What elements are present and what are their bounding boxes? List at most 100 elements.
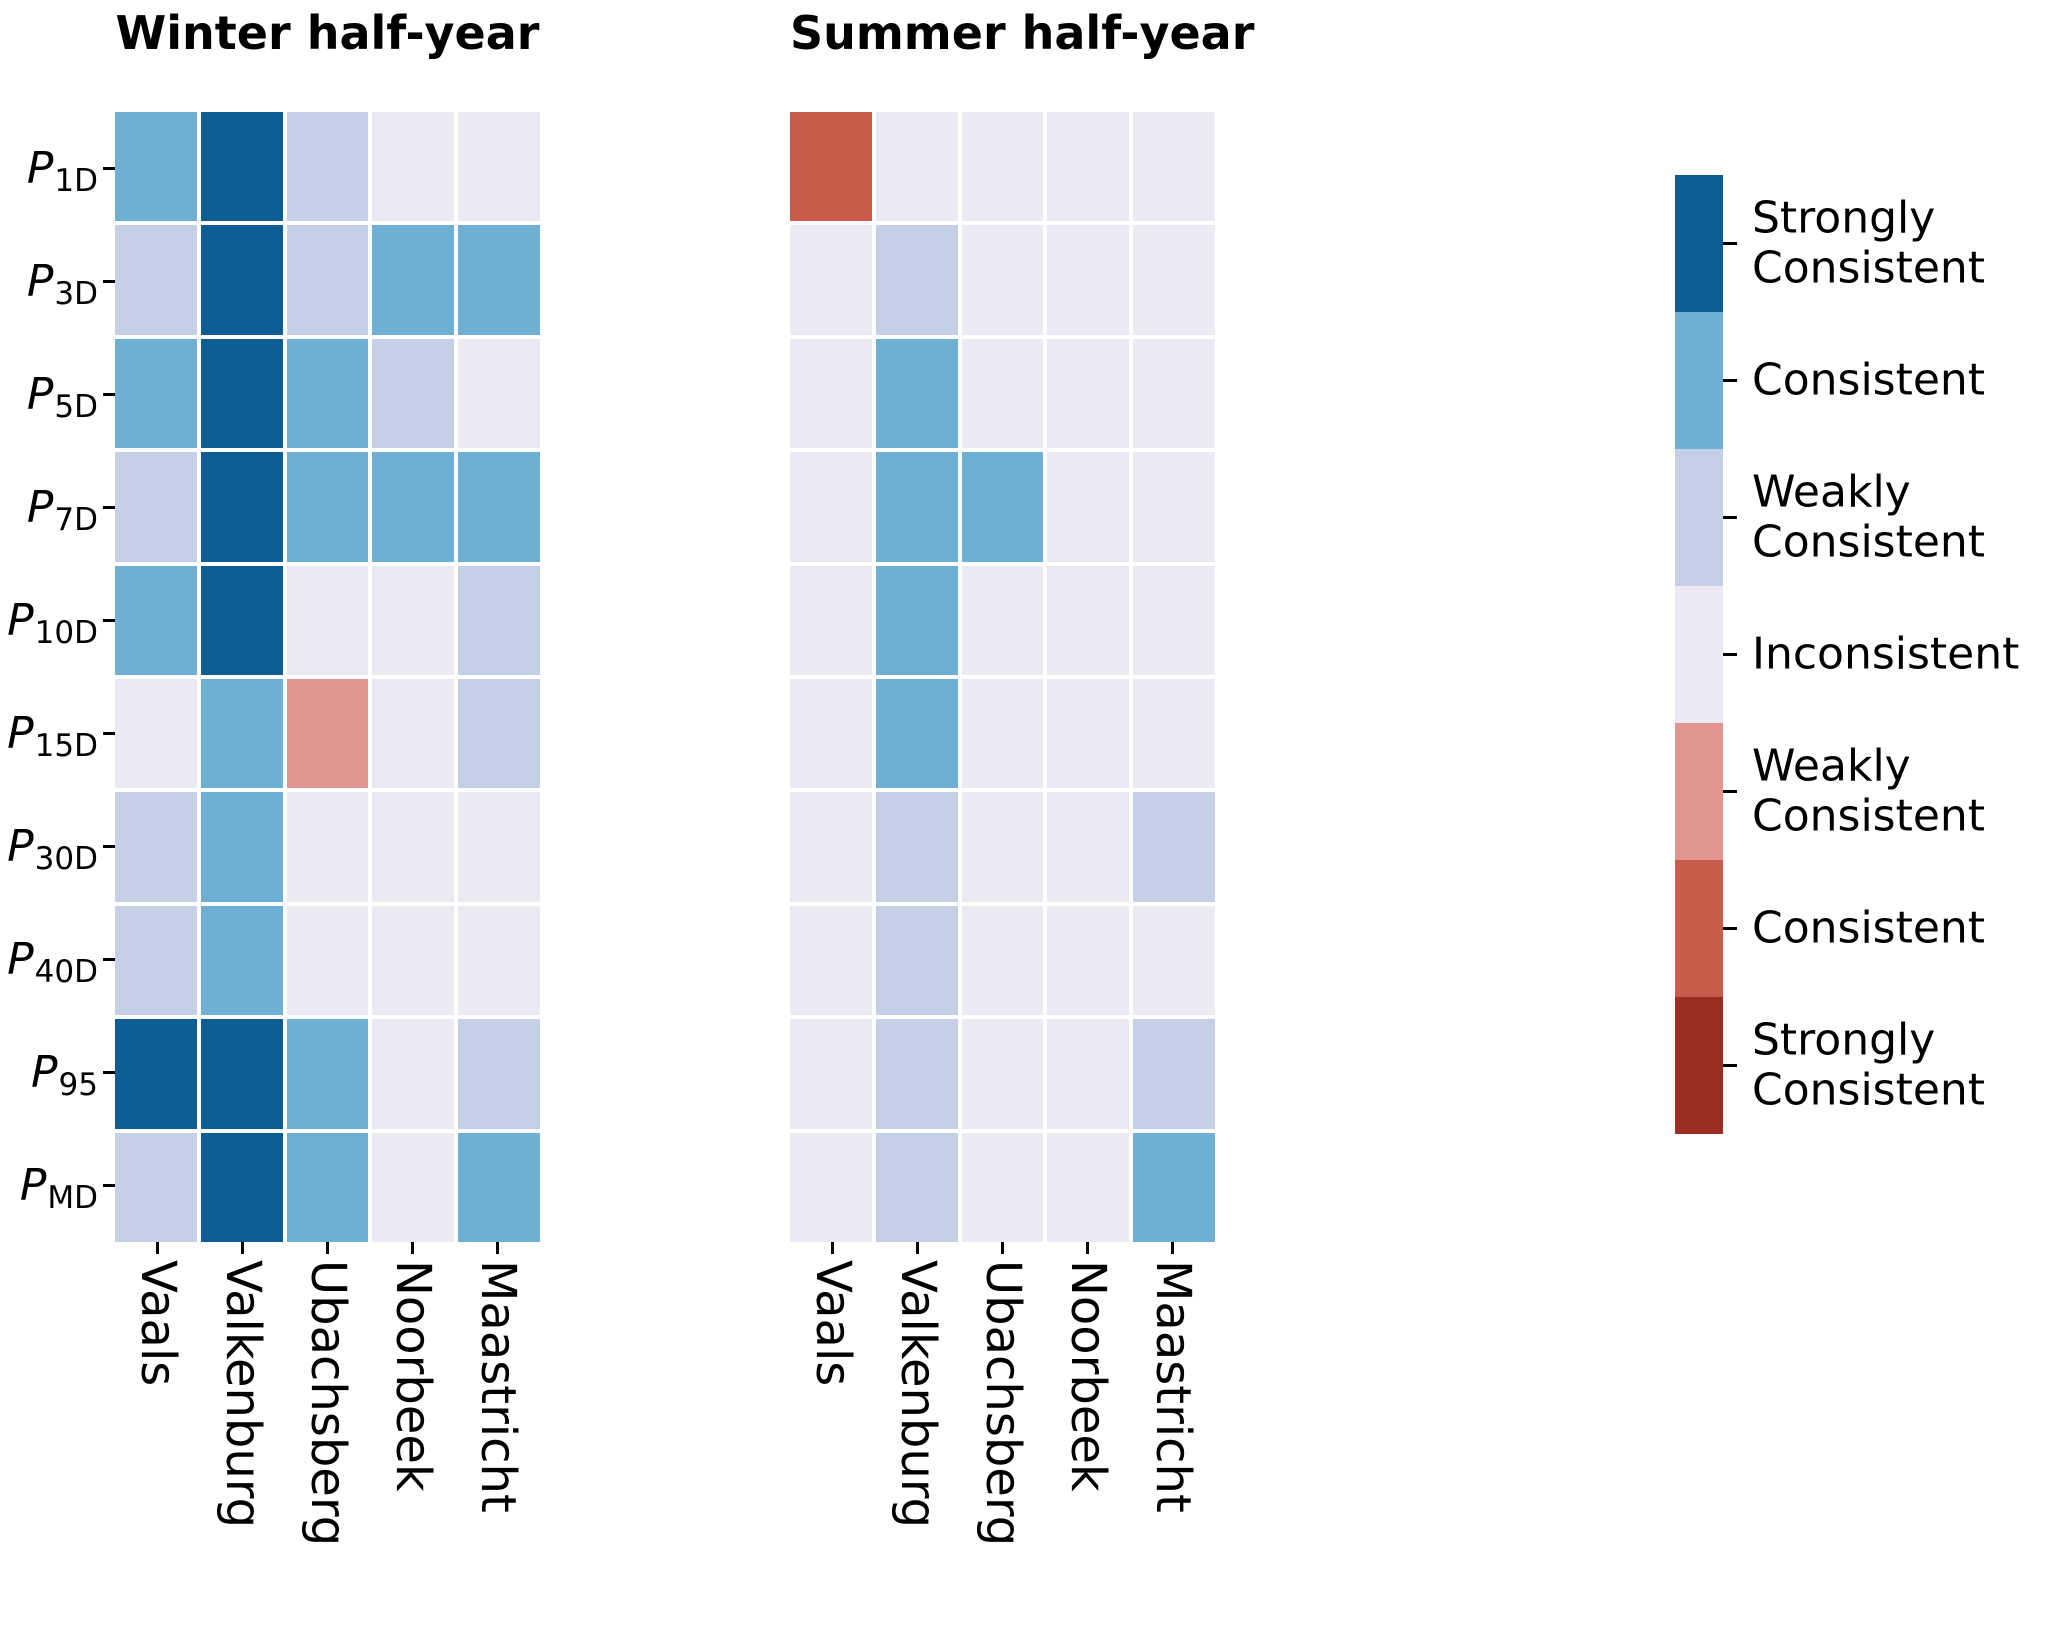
legend-tick (1723, 1064, 1737, 1067)
col-label-text: Maastricht (1144, 1260, 1201, 1513)
row-label-sub: 95 (58, 1067, 98, 1104)
heatmap-cell (961, 565, 1044, 675)
heatmap-cell (1133, 905, 1215, 1016)
heatmap-cell (458, 338, 540, 449)
col-label-text: Valkenburg (214, 1260, 271, 1529)
heatmap-cell (286, 225, 369, 335)
col-label: Ubachsberg (299, 1260, 356, 1547)
row-label-sub: 7D (54, 502, 98, 539)
legend-tick (1723, 790, 1737, 793)
heatmap-cell (961, 452, 1044, 562)
row-label: PMD (20, 1163, 98, 1214)
row-label-base: P (26, 255, 54, 307)
heatmap-cell (1047, 452, 1130, 562)
legend-label: Consistent (1752, 902, 1986, 954)
heatmap-cell (458, 112, 540, 222)
legend-tick (1723, 927, 1737, 930)
heatmap-cell (1047, 225, 1130, 335)
heatmap-cell (790, 338, 872, 449)
col-label: Maastricht (1144, 1260, 1201, 1513)
heatmap-cell (200, 679, 283, 789)
heatmap-cell (458, 905, 540, 1016)
heatmap-cell (961, 679, 1044, 789)
col-label-text: Vaals (129, 1260, 186, 1387)
heatmap-cell (115, 905, 197, 1016)
legend-label: Consistent (1752, 354, 1986, 406)
heatmap-cell (115, 679, 197, 789)
row-label-base: P (26, 142, 54, 194)
col-label-text: Noorbeek (1059, 1260, 1116, 1492)
y-tick (103, 167, 115, 170)
row-label-base: P (26, 368, 54, 420)
heatmap-cell (875, 792, 958, 902)
heatmap-cell (200, 112, 283, 222)
col-label-text: Ubachsberg (299, 1260, 356, 1547)
heatmap-cell (790, 679, 872, 789)
col-label: Maastricht (470, 1260, 526, 1513)
y-tick (103, 280, 115, 283)
heatmap-cell (1047, 1019, 1130, 1129)
row-label-base: P (7, 933, 34, 985)
heatmap-cell (286, 1132, 369, 1242)
legend-tick (1723, 516, 1737, 519)
heatmap-cell (286, 338, 369, 449)
col-label-text: Noorbeek (384, 1260, 441, 1492)
y-tick (103, 506, 115, 509)
colorbar-segment (1675, 723, 1723, 860)
heatmap-cell (200, 792, 283, 902)
heatmap-cell (200, 338, 283, 449)
heatmap-cell (115, 1132, 197, 1242)
colorbar-segment (1675, 312, 1723, 449)
heatmap-cell (875, 452, 958, 562)
row-label: P3D (27, 259, 98, 310)
heatmap-cell (1047, 112, 1130, 222)
colorbar-segment (1675, 860, 1723, 997)
heatmap-cell (1133, 792, 1215, 902)
heatmap-cell (790, 1132, 872, 1242)
col-label-text: Vaals (804, 1260, 861, 1387)
colorbar-segment (1675, 175, 1723, 312)
heatmap-cell (458, 565, 540, 675)
heatmap-cell (790, 905, 872, 1016)
heatmap-cell (790, 792, 872, 902)
heatmap-cell (286, 565, 369, 675)
heatmap-cell (1047, 792, 1130, 902)
row-label-base: P (7, 707, 34, 759)
col-label: Valkenburg (214, 1260, 271, 1529)
col-label: Vaals (129, 1260, 186, 1387)
heatmap-cell (790, 565, 872, 675)
heatmap-cell (961, 225, 1044, 335)
heatmap-cell (1133, 565, 1215, 675)
heatmap-cell (1133, 1132, 1215, 1242)
heatmap-cell (961, 1132, 1044, 1242)
row-label: P7D (27, 485, 98, 536)
heatmap-cell (875, 1019, 958, 1129)
heatmap-cell (372, 338, 455, 449)
colorbar (1675, 175, 1723, 1134)
heatmap-cell (1133, 679, 1215, 789)
heatmap-cell (1047, 338, 1130, 449)
heatmap-cell (875, 338, 958, 449)
heatmap-cell (115, 452, 197, 562)
heatmap-cell (1047, 905, 1130, 1016)
row-label-base: P (7, 594, 34, 646)
x-tick (156, 1242, 159, 1254)
row-label: P5D (27, 372, 98, 423)
heatmap-cell (1133, 1019, 1215, 1129)
heatmap-cell (1047, 565, 1130, 675)
x-tick (831, 1242, 834, 1254)
heatmap-cell (1133, 112, 1215, 222)
heatmap-cell (115, 112, 197, 222)
heatmap-cell (458, 452, 540, 562)
heatmap-cell (458, 792, 540, 902)
heatmap-cell (115, 792, 197, 902)
row-label-sub: 5D (54, 389, 98, 426)
col-label: Noorbeek (1059, 1260, 1116, 1492)
colorbar-segment (1675, 449, 1723, 586)
y-tick (103, 732, 115, 735)
col-label-text: Valkenburg (889, 1260, 946, 1529)
heatmap-cell (1133, 225, 1215, 335)
heatmap-cell (790, 112, 872, 222)
row-label-base: P (31, 1046, 58, 1098)
heatmap-cell (115, 225, 197, 335)
